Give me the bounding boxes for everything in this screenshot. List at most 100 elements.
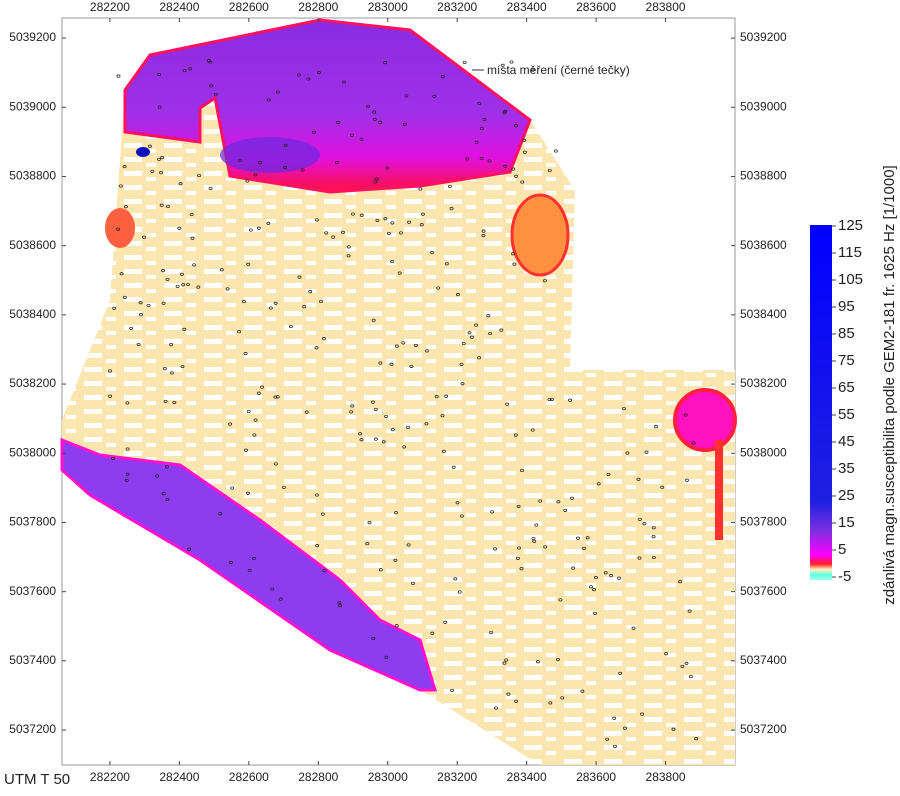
measurement-point	[455, 293, 460, 297]
measurement-point	[606, 472, 611, 477]
measurement-point	[443, 620, 448, 624]
measurement-point	[166, 204, 170, 209]
measurement-point	[474, 323, 479, 327]
measurement-point	[245, 179, 250, 183]
measurement-point	[482, 118, 487, 122]
x-tick-label-top: 282200	[90, 0, 130, 14]
measurement-point	[390, 428, 395, 432]
measurement-point	[389, 362, 394, 366]
measurement-point	[175, 284, 180, 288]
measurement-point	[461, 341, 466, 346]
measurement-point	[530, 428, 535, 432]
y-tick-label-left: 5037800	[9, 515, 56, 529]
colorbar-tick-label: 105	[838, 271, 863, 288]
measurement-point	[390, 259, 395, 264]
measurement-point	[481, 229, 486, 233]
measurement-point	[384, 414, 389, 418]
measurement-point	[664, 652, 669, 656]
measurement-point	[129, 326, 134, 330]
measurement-point	[244, 448, 248, 452]
measurement-point	[424, 349, 429, 353]
measurement-point	[383, 217, 388, 221]
measurement-point	[520, 468, 524, 473]
measurement-point	[398, 231, 403, 235]
measurement-points	[108, 59, 699, 748]
measurement-point	[430, 631, 435, 635]
measurement-point	[481, 234, 486, 238]
anomaly-southwest	[60, 437, 438, 692]
colorbar-tick-label: 35	[838, 460, 855, 477]
measurement-point	[511, 252, 516, 256]
measurement-point	[479, 156, 484, 160]
measurement-point	[260, 385, 265, 389]
measurement-point	[585, 536, 590, 540]
measurement-point	[535, 660, 540, 664]
measurement-point	[378, 361, 383, 365]
y-tick-label-left: 5038600	[9, 238, 56, 252]
measurement-point	[520, 180, 525, 184]
measurement-point	[547, 397, 552, 402]
x-tick-label-bottom: 282800	[298, 770, 338, 784]
measurement-point	[366, 104, 370, 108]
measurement-point	[568, 398, 573, 402]
measurement-point	[411, 581, 415, 585]
measurement-point	[375, 177, 379, 181]
measurement-point	[459, 514, 464, 518]
measurement-point	[651, 526, 656, 530]
measurement-point	[334, 161, 339, 165]
measurement-point	[228, 422, 233, 426]
measurement-point	[308, 290, 313, 294]
measurement-point	[531, 536, 536, 541]
measurement-point	[503, 109, 508, 113]
measurement-point	[125, 472, 130, 476]
measurement-point	[256, 391, 261, 395]
measurement-point	[208, 60, 213, 64]
measurement-point	[509, 60, 514, 64]
measurement-point	[315, 493, 319, 497]
x-tick-label-top: 283400	[507, 0, 547, 14]
measurement-point	[316, 71, 321, 75]
measurement-point	[119, 272, 124, 276]
measurement-point	[490, 510, 495, 514]
measurement-point	[228, 560, 233, 564]
measurement-point	[594, 576, 598, 580]
measurement-point	[504, 658, 509, 662]
anomaly-east-tail	[715, 440, 723, 540]
measurement-point	[459, 362, 464, 366]
measurement-point	[139, 313, 143, 317]
colorbar-title: zdánlivá magn.susceptibilita podle GEM2-…	[881, 165, 898, 604]
measurement-point	[248, 228, 253, 232]
y-tick-label-right: 5038200	[740, 376, 787, 390]
measurement-point	[181, 283, 186, 287]
measurement-point	[257, 161, 262, 165]
measurement-point	[511, 167, 516, 171]
measurement-point	[441, 449, 446, 453]
measurement-point	[580, 689, 585, 693]
measurement-point	[296, 73, 301, 77]
y-tick-label-left: 5039000	[9, 99, 56, 113]
measurement-point	[218, 512, 223, 516]
measurement-point	[230, 486, 235, 490]
measurement-point	[378, 568, 383, 572]
measurement-point	[243, 352, 248, 356]
measurement-point	[570, 496, 574, 500]
measurement-point	[691, 441, 696, 445]
measurement-point	[312, 130, 316, 134]
measurement-point	[477, 356, 482, 360]
measurement-point	[617, 576, 621, 580]
measurement-point	[631, 626, 636, 630]
measurement-point	[432, 94, 437, 98]
x-tick-label-bottom: 283600	[576, 770, 616, 784]
measurement-point	[270, 587, 275, 591]
measurement-point	[161, 269, 165, 273]
measurement-point	[684, 661, 689, 665]
measurement-point	[394, 344, 399, 348]
measurement-point	[534, 523, 539, 527]
measurement-point	[337, 601, 342, 605]
measurement-point	[122, 165, 127, 169]
measurement-point	[651, 555, 656, 560]
measurement-point	[246, 262, 251, 266]
measurement-point	[346, 254, 351, 258]
measurement-point	[324, 231, 329, 235]
measurement-point	[283, 143, 288, 147]
